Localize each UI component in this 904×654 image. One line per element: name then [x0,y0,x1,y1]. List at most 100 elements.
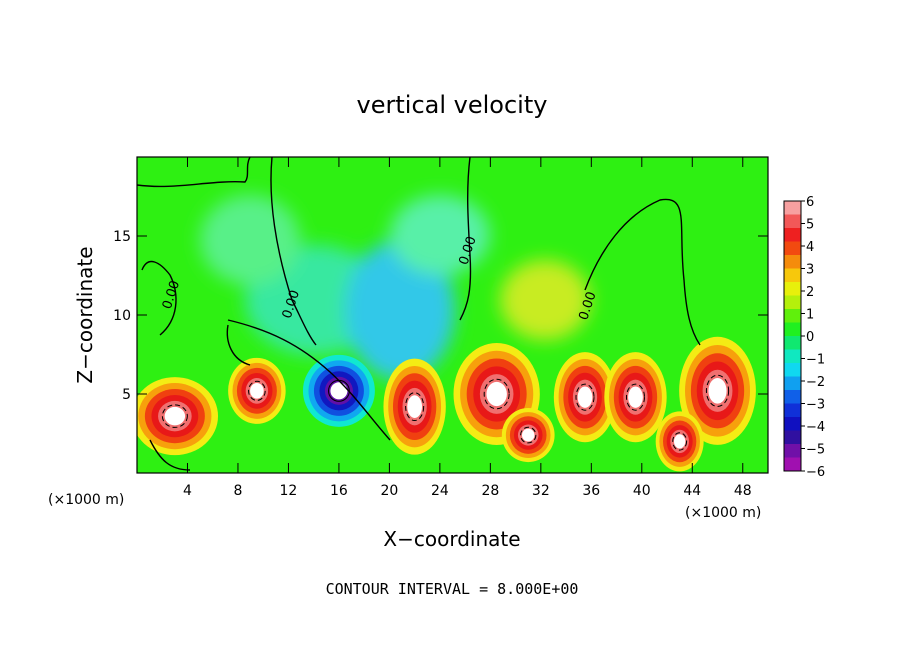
colorbar-ticks: 6 5 4 3 2 1 0 −1 −2 −3 −4 −5 −6 [801,195,825,480]
x-units-left: (×1000 m) [48,492,124,508]
colorbar-swatch [784,241,801,256]
velocity-cell-band [628,386,643,408]
x-axis-ticks: 4 8 12 16 20 24 28 32 36 40 44 48 [183,157,752,499]
velocity-cell-band [250,383,264,399]
velocity-cell-band [164,406,186,426]
velocity-cell-band [521,428,535,442]
x-tick-label: 16 [330,483,348,499]
updraft-halo [500,260,590,340]
colorbar-tick-label: −4 [806,420,825,435]
y-axis-label: Z−coordinate [73,246,97,383]
x-units-right: (×1000 m) [685,505,761,521]
colorbar-tick-label: 1 [806,308,814,323]
colorbar-swatch [784,268,801,283]
velocity-cell-band [407,395,423,419]
colorbar-tick-label: 5 [806,218,814,233]
colorbar-swatch [784,255,801,269]
velocity-cell-6 [501,408,555,463]
velocity-cell-9 [679,336,756,445]
colorbar-swatch [784,336,801,350]
updraft-halo [390,195,490,275]
colorbar-tick-label: −5 [806,443,825,458]
velocity-cell-contour [483,378,510,410]
colorbar-swatch [784,228,801,242]
colorbar-tick-label: 2 [806,285,814,300]
zero-contour [270,157,317,346]
zero-contour [226,324,251,366]
velocity-cell-band [486,381,507,407]
velocity-cell-contour [248,380,266,401]
velocity-cell-contour [575,383,595,411]
colorbar-swatch [784,403,801,418]
colorbar-swatches [784,201,801,472]
velocity-cell-band [673,434,686,449]
zero-contour [459,157,472,321]
colorbar-swatch [784,322,801,337]
x-tick-label: 12 [280,483,298,499]
zero-contour [149,439,191,471]
velocity-cell-10 [655,411,704,472]
velocity-cell-contour [161,404,188,428]
colorbar-swatch [784,201,801,215]
colorbar-tick-label: 3 [806,263,814,278]
colorbar-tick-label: −2 [806,375,825,390]
contour-lines [137,157,701,471]
x-tick-label: 8 [233,483,242,499]
y-axis-ticks: 5 10 15 [113,229,768,403]
colorbar-swatch [784,390,801,404]
velocity-cell-contour [520,426,537,444]
x-tick-label: 40 [633,483,651,499]
colorbar-swatch [784,309,801,323]
y-tick-label: 15 [113,229,131,245]
chart-title: vertical velocity [357,91,548,119]
x-tick-label: 20 [380,483,398,499]
velocity-cell-contour [625,383,646,411]
x-tick-label: 32 [532,483,550,499]
zero-contour [137,157,251,188]
plot-area: 0.00 0.000.000.00 4 8 12 16 20 24 28 32 36 40 44 48 … [113,156,769,499]
colorbar-swatch [784,376,801,391]
velocity-cell-band [577,386,593,408]
velocity-cells [137,336,756,472]
velocity-cell-contour [672,432,688,451]
y-tick-label: 10 [113,308,131,324]
colorbar-tick-label: 0 [806,330,814,345]
colorbar-swatch [784,349,801,364]
velocity-cell-4 [383,358,446,455]
velocity-cell-3 [302,354,375,427]
colorbar-swatch [784,363,801,377]
contour-interval-note: CONTOUR INTERVAL = 8.000E+00 [326,580,579,598]
colorbar-swatch [784,282,801,296]
colorbar-swatch [784,457,801,472]
colorbar-swatch [784,417,801,431]
velocity-cell-band [330,382,348,400]
x-tick-label: 24 [431,483,449,499]
velocity-cell-contour [405,392,425,422]
colorbar: 6 5 4 3 2 1 0 −1 −2 −3 −4 −5 −6 [783,195,825,480]
zero-contour [141,260,177,336]
colorbar-tick-label: −6 [806,465,825,480]
updraft-halo [345,240,455,380]
colorbar-tick-label: −1 [806,353,825,368]
colorbar-tick-label: 4 [806,240,814,255]
x-tick-label: 28 [481,483,499,499]
colorbar-swatch [784,295,801,310]
velocity-cell-1 [137,377,219,456]
colorbar-swatch [784,444,801,458]
velocity-cell-2 [228,357,286,424]
zero-contour [584,198,701,346]
y-tick-label: 5 [122,387,131,403]
velocity-cell-contour [705,374,730,407]
x-tick-label: 44 [683,483,701,499]
x-tick-label: 48 [734,483,752,499]
colorbar-swatch [784,214,801,229]
colorbar-swatch [784,430,801,445]
colorbar-tick-label: −3 [806,398,825,413]
updraft-halo [200,195,300,285]
velocity-cell-band [708,378,727,404]
velocity-field-blend [200,195,590,380]
velocity-field [137,195,756,472]
x-tick-label: 4 [183,483,192,499]
zero-contour [227,319,391,441]
